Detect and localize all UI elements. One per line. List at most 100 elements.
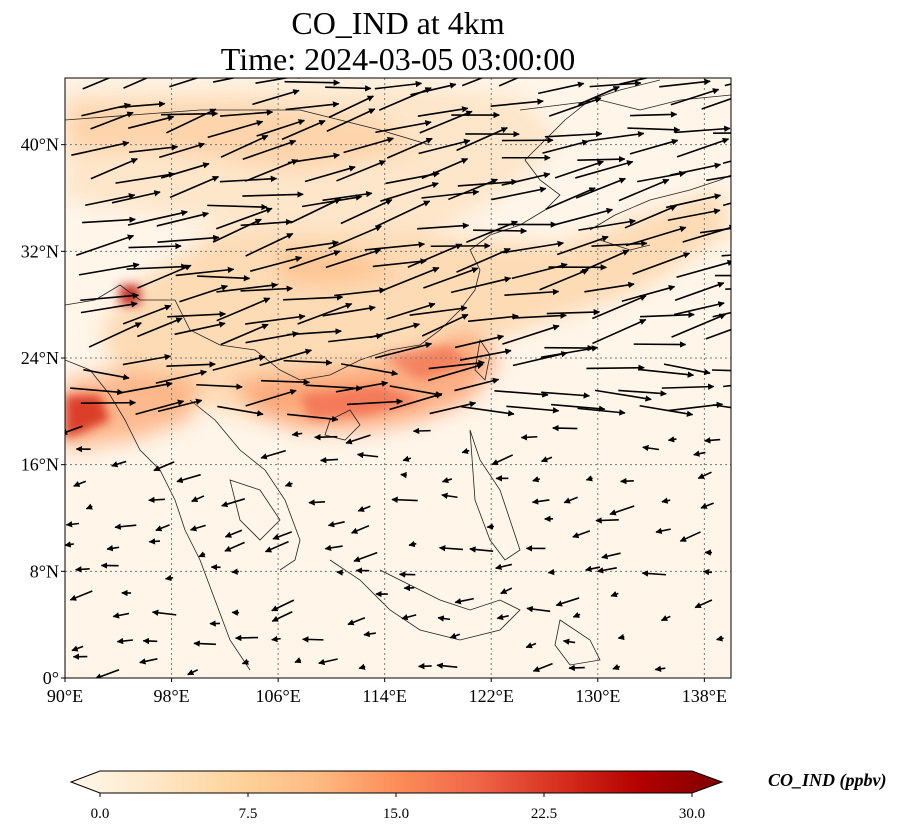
wind-vector-arrow [71, 645, 84, 652]
wind-vector-arrow [240, 285, 294, 292]
wind-vector-arrow [160, 162, 210, 179]
wind-vector-arrow [187, 669, 199, 676]
wind-vector-arrow [129, 144, 179, 153]
wind-vector-arrow [135, 399, 185, 415]
wind-vector-arrow [454, 597, 474, 605]
wind-vector-arrow [174, 321, 226, 336]
wind-vector-arrow [667, 208, 721, 222]
wind-vector-arrow [575, 160, 634, 179]
wind-vector-arrow [336, 160, 386, 182]
wind-vector-arrow [429, 401, 477, 415]
wind-vector-arrow [596, 567, 617, 574]
wind-vector-arrow [671, 313, 727, 338]
colorbar-tick-label: 30.0 [679, 806, 705, 822]
wind-vector-arrow [617, 633, 625, 641]
wind-vector-arrow [542, 139, 589, 154]
wind-vector-arrow [711, 369, 731, 372]
co-concentration-field [65, 78, 731, 678]
wind-vector-arrow [663, 363, 711, 376]
wind-vector-arrow [632, 252, 691, 275]
wind-vector-arrow [568, 664, 585, 672]
wind-vector-arrow [496, 613, 509, 621]
wind-vector-arrow [585, 475, 593, 482]
wind-vector-arrow [304, 165, 356, 183]
wind-vector-arrow [148, 538, 161, 545]
wind-vector-arrow [624, 205, 677, 229]
y-tick-label: 8°N [30, 561, 59, 581]
wind-vector-arrow [241, 658, 249, 665]
wind-vector-arrow [417, 222, 470, 230]
wind-vector-arrow [676, 137, 730, 158]
x-axis-ticks: 90°E 98°E 106°E 114°E 122°E 130°E 138°E [47, 678, 727, 706]
wind-vector-arrow [334, 287, 386, 297]
wind-vector-arrow [674, 301, 725, 316]
wind-vector-arrow [193, 640, 216, 647]
wind-vector-arrow [584, 281, 635, 293]
wind-vector-arrow [459, 348, 512, 362]
wind-vector-arrow [128, 242, 182, 250]
colorbar-tick-label: 22.5 [531, 806, 557, 822]
wind-vector-arrow [322, 190, 373, 202]
wind-vector-arrow [350, 524, 370, 534]
wind-vector-arrow [454, 334, 505, 349]
wind-vector-arrow [540, 456, 553, 463]
wind-vector-arrow [245, 389, 297, 407]
wind-vector-arrow [577, 407, 626, 416]
wind-vector-arrow [545, 187, 596, 210]
wind-vector-arrow [90, 111, 134, 130]
map-subtitle-time: Time: 2024-03-05 03:00:00 [220, 41, 576, 77]
wind-vector-arrow [554, 207, 614, 226]
wind-vector-arrow [706, 175, 731, 182]
wind-vector-arrow [421, 189, 480, 199]
wind-vector-arrow [291, 430, 303, 438]
wind-vector-arrow [137, 317, 183, 338]
wind-vector-arrow [495, 563, 513, 570]
wind-vector-arrow [287, 328, 342, 336]
wind-vector-arrow [83, 368, 130, 381]
wind-vector-arrow [343, 136, 394, 154]
wind-vector-arrow [196, 383, 243, 390]
wind-vector-arrow [578, 218, 636, 231]
wind-vector-arrow [374, 80, 423, 90]
wind-vector-arrow [71, 140, 130, 156]
wind-vector-arrow [629, 138, 679, 155]
wind-vector-arrow [428, 359, 485, 370]
wind-vector-arrow [609, 505, 635, 516]
wind-vector-arrow [620, 477, 634, 485]
wind-vector-arrow [491, 454, 514, 466]
wind-vector-arrow [638, 368, 695, 378]
wind-vector-arrow [106, 545, 120, 552]
wind-vector-arrow [112, 612, 130, 619]
wind-vector-arrow [216, 207, 273, 230]
wind-vector-arrow [705, 328, 731, 340]
wind-vector-arrow [670, 88, 720, 106]
wind-vector-arrow [245, 232, 294, 257]
wind-vector-arrow [548, 97, 602, 117]
wind-vector-arrow [506, 405, 560, 414]
wind-vector-arrow [612, 664, 621, 671]
wind-vector-arrow [179, 284, 228, 303]
wind-vector-arrow [722, 160, 731, 165]
colorbar-bar [69, 770, 724, 794]
wind-vector-arrow [111, 460, 127, 468]
wind-vector-arrow [423, 267, 479, 289]
y-tick-label: 0° [43, 668, 59, 688]
wind-vector-arrow [328, 95, 374, 119]
wind-vectors [65, 78, 731, 678]
wind-vector-arrow [629, 111, 678, 118]
wind-vector-arrow [621, 285, 676, 302]
wind-vector-arrow [301, 194, 363, 208]
wind-vector-arrow [157, 398, 203, 413]
wind-vector-arrow [336, 569, 344, 576]
wind-vector-arrow [461, 78, 484, 87]
wind-vector-arrow [169, 175, 220, 199]
wind-vector-arrow [69, 590, 93, 601]
wind-vector-arrow [386, 302, 436, 320]
colorbar-tick-label: 15.0 [383, 806, 409, 822]
wind-vector-arrow [572, 530, 591, 539]
wind-vector-arrow [212, 218, 262, 243]
wind-vector-arrow [90, 158, 138, 180]
wind-vector-arrow [314, 433, 338, 441]
wind-vector-arrow [578, 86, 620, 106]
wind-vector-arrow [441, 492, 458, 499]
